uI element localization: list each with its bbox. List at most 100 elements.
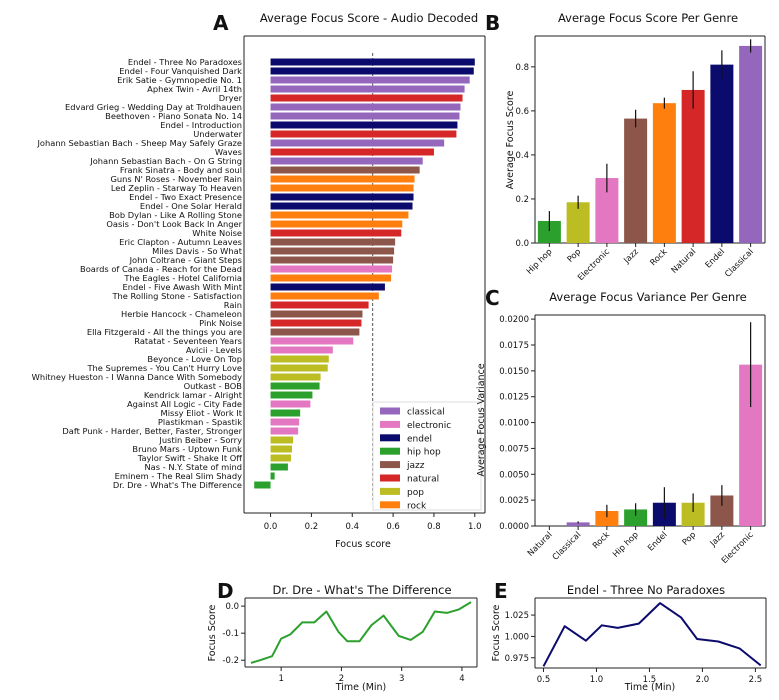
endel-y-tick-label-0: 0.975 (505, 654, 529, 664)
track-label-23: Boards of Canada - Reach for the Dead (80, 264, 242, 274)
endel-x-tick-label-4: 2.5 (749, 675, 763, 685)
bar-29 (270, 319, 362, 327)
genre-score-x-tick-label-6: Endel (703, 246, 726, 269)
genre-variance-x-tick-label-2: Rock (590, 529, 611, 550)
genre-variance-y-tick-label-2: 0.0050 (499, 470, 529, 480)
bar-27 (270, 301, 369, 309)
bar-41 (270, 427, 299, 435)
track-label-18: Oasis - Don't Look Back In Anger (106, 219, 242, 229)
x-tick-label-2: 0.4 (345, 522, 359, 532)
track-label-44: Taylor Swift - Shake It Off (137, 453, 243, 463)
track-label-6: Beethoven - Piano Sonata No. 14 (105, 111, 242, 121)
genre-variance-x-tick-label-7: Electronic (719, 529, 755, 565)
panel-d-x-label: Time (Min) (335, 682, 387, 693)
panel-letter-e: E (494, 579, 508, 603)
genre-variance-x-tick-label-1: Classical (550, 529, 583, 562)
genre-score-bar-7 (739, 45, 763, 243)
legend-label-0: classical (407, 408, 445, 418)
endel-y-tick-label-2: 1.025 (505, 611, 529, 621)
panel-a-x-label: Focus score (335, 539, 391, 550)
track-label-2: Erik Satie - Gymnopedie No. 1 (117, 75, 242, 85)
panel-e-x-label: Time (Min) (624, 682, 676, 693)
genre-variance-bar-6 (710, 495, 734, 526)
bar-45 (270, 463, 288, 471)
genre-score-y-tick-label-2: 0.4 (515, 151, 529, 161)
legend-label-3: hip hop (407, 448, 441, 458)
legend-label-2: endel (407, 434, 432, 444)
legend-label-1: electronic (407, 421, 451, 431)
track-label-29: Pink Noise (199, 318, 242, 328)
track-label-32: Avicii - Levels (186, 345, 242, 355)
genre-score-x-tick-label-1: Pop (565, 246, 583, 264)
genre-score-x-tick-label-0: Hip hop (524, 246, 554, 276)
bar-17 (270, 211, 409, 219)
track-label-24: The Eagles - Hotel California (123, 273, 242, 283)
legend-swatch-5 (380, 474, 400, 482)
bar-2 (270, 76, 470, 84)
dre-x-tick-label-0: 1 (278, 674, 283, 684)
genre-variance-x-tick-label-4: Endel (645, 529, 668, 552)
bar-36 (270, 382, 320, 390)
panel-e-line-group (542, 602, 762, 667)
bar-39 (270, 409, 301, 417)
bar-30 (270, 328, 360, 336)
bar-16 (270, 202, 413, 210)
panel-a-bars (254, 58, 475, 489)
bar-6 (270, 112, 460, 120)
bar-1 (270, 67, 474, 75)
track-label-1: Endel - Four Vanquished Dark (119, 66, 242, 76)
genre-score-bar-0 (537, 220, 561, 243)
bar-8 (270, 130, 457, 138)
genre-variance-bar-2 (595, 511, 619, 526)
track-label-34: The Supremes - You Can't Hurry Love (86, 363, 242, 373)
panel-a-title: Average Focus Score - Audio Decoded (260, 11, 478, 25)
track-label-9: Johann Sebastian Bach - Sheep May Safely… (36, 138, 242, 148)
legend-label-6: pop (407, 488, 424, 498)
panel-a-legend: classical electronic endel hip hop jazz natur… (372, 401, 482, 511)
bar-28 (270, 310, 363, 318)
legend-swatch-3 (380, 447, 400, 455)
genre-score-x-tick-label-4: Rock (648, 246, 669, 267)
track-label-31: Ratatat - Seventeen Years (134, 336, 242, 346)
track-label-0: Endel - Three No Paradoxes (128, 57, 242, 67)
track-label-11: Johann Sebastian Bach - On G String (89, 156, 242, 166)
bar-4 (270, 94, 463, 102)
endel-x-tick-label-3: 2.0 (696, 675, 710, 685)
dre-series-line (250, 601, 472, 664)
genre-score-x-tick-label-7: Classical (722, 246, 755, 279)
endel-x-tick-label-1: 1.0 (590, 675, 604, 685)
track-label-4: Dryer (219, 93, 243, 103)
legend-swatch-1 (380, 420, 400, 428)
track-label-37: Kendrick lamar - Alright (144, 390, 243, 400)
track-label-19: White Noise (192, 228, 242, 238)
track-label-33: Beyonce - Love On Top (147, 354, 242, 364)
endel-x-tick-label-2: 1.5 (643, 675, 657, 685)
track-label-41: Daft Punk - Harder, Better, Faster, Stro… (62, 426, 242, 436)
track-label-30: Ella Fitzgerald - All the things you are (87, 327, 242, 337)
genre-variance-y-tick-label-6: 0.0150 (499, 367, 529, 377)
x-tick-label-3: 0.6 (386, 522, 400, 532)
legend-label-5: natural (407, 475, 439, 485)
panel-b-bars (537, 39, 763, 244)
bar-7 (270, 121, 458, 129)
legend-swatch-7 (380, 501, 400, 509)
panel-letter-c: C (485, 286, 500, 310)
panel-a: A Average Focus Score - Audio Decoded En… (32, 11, 486, 550)
bar-12 (270, 166, 420, 174)
genre-score-y-tick-label-1: 0.2 (515, 195, 529, 205)
panel-c-title: Average Focus Variance Per Genre (549, 290, 747, 304)
track-label-12: Frank Sinatra - Body and soul (120, 165, 242, 175)
panel-b-y-label: Average Focus Score (505, 90, 516, 189)
genre-variance-y-tick-label-0: 0.0000 (499, 522, 529, 532)
genre-score-bar-3 (624, 118, 648, 243)
endel-x-tick-label-0: 0.5 (537, 675, 551, 685)
track-label-35: Whitney Hueston - I Wanna Dance With Som… (32, 372, 242, 382)
panel-b: B Average Focus Score Per Genre Hip hop P… (485, 11, 766, 282)
genre-score-y-tick-label-4: 0.8 (515, 63, 529, 73)
bar-38 (270, 400, 311, 408)
dre-y-tick-label-1: -0.1 (222, 629, 239, 639)
track-label-46: Eminem - The Real Slim Shady (115, 471, 242, 481)
track-label-38: Against All Logic - City Fade (127, 399, 242, 409)
genre-variance-x-tick-label-3: Hip hop (610, 529, 640, 559)
